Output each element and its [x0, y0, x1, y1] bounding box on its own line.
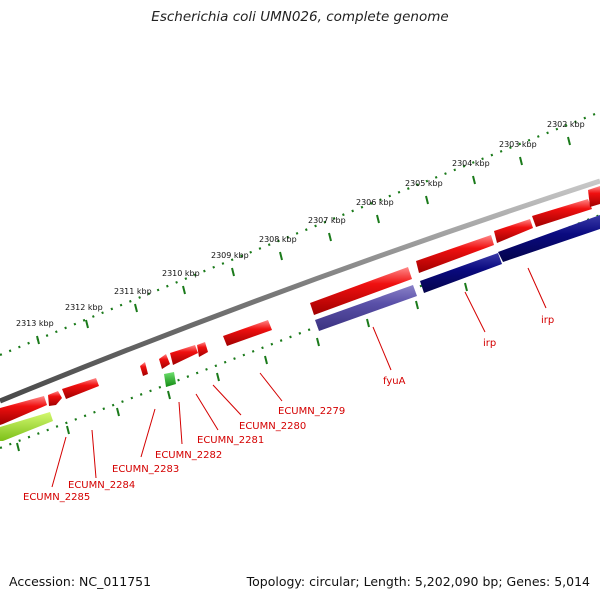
inner-major-ticks — [16, 228, 568, 452]
kbp-label: 2309 kbp — [211, 251, 249, 260]
kbp-label: 2313 kbp — [16, 319, 54, 328]
cds-forward-8 — [223, 320, 272, 346]
forward-strand-features — [0, 186, 600, 425]
major-tick — [85, 319, 89, 329]
gene-label: ECUMN_2284 — [68, 480, 135, 491]
cds-forward-10 — [416, 235, 494, 273]
major-tick — [415, 300, 419, 310]
kbp-label: 2311 kbp — [114, 287, 152, 296]
accession-text: Accession: NC_011751 — [9, 574, 152, 589]
cds-forward-9 — [310, 267, 412, 315]
major-tick — [231, 267, 235, 277]
kbp-label: 2305 kbp — [405, 179, 443, 188]
reverse-strand-features — [0, 215, 600, 441]
green-feature — [164, 372, 176, 387]
gene-label: irp — [541, 315, 554, 326]
gene-labels: irp irp fyuA ECUMN_2279 ECUMN_2280 ECUMN_2281… — [23, 315, 554, 503]
major-tick — [134, 303, 138, 313]
kbp-label: 2312 kbp — [65, 303, 103, 312]
cds-forward-7 — [197, 342, 208, 357]
outer-major-ticks — [36, 136, 571, 345]
kbp-label: 2310 kbp — [162, 269, 200, 278]
major-tick — [376, 214, 380, 224]
major-tick — [328, 232, 332, 242]
kbp-label: 2302 kbp — [547, 120, 585, 129]
major-tick — [279, 251, 283, 261]
cds-reverse-fyuA — [315, 285, 417, 331]
genome-backbone — [0, 178, 600, 404]
major-tick — [316, 337, 320, 347]
cds-forward-13 — [588, 186, 600, 207]
lime-feature — [0, 412, 53, 441]
inner-tick-track — [0, 213, 600, 450]
cds-forward-4 — [140, 362, 148, 376]
major-tick — [16, 442, 20, 452]
major-tick — [425, 195, 429, 205]
cds-forward-6 — [170, 345, 198, 365]
gene-label: ECUMN_2283 — [112, 464, 179, 475]
kbp-label: 2308 kbp — [259, 235, 297, 244]
gene-label: fyuA — [383, 376, 406, 387]
cds-forward-12 — [532, 199, 592, 227]
major-tick — [66, 425, 70, 435]
gene-label: ECUMN_2281 — [197, 435, 264, 446]
kbp-label: 2303 kbp — [499, 140, 537, 149]
gene-label: ECUMN_2285 — [23, 492, 90, 503]
kbp-label: 2306 kbp — [356, 198, 394, 207]
cds-forward-2 — [48, 391, 62, 406]
cds-reverse-irp-1 — [420, 253, 502, 293]
gene-label: ECUMN_2279 — [278, 406, 345, 417]
major-tick — [116, 407, 120, 417]
major-tick — [366, 318, 370, 328]
gene-label: irp — [483, 338, 496, 349]
major-tick — [567, 136, 571, 146]
major-tick — [472, 175, 476, 185]
major-tick — [216, 372, 220, 382]
kbp-scale-labels: 2302 kbp 2303 kbp 2304 kbp 2305 kbp 2306 kbp… — [16, 120, 585, 328]
label-leader-lines — [51, 267, 547, 488]
major-tick — [519, 156, 523, 166]
cds-forward-1 — [0, 396, 47, 425]
major-tick — [167, 390, 171, 400]
cds-forward-11 — [494, 219, 533, 243]
gene-label: ECUMN_2280 — [239, 421, 306, 432]
major-tick — [464, 282, 468, 292]
cds-forward-5 — [159, 354, 170, 369]
major-tick — [36, 335, 40, 345]
major-tick — [264, 355, 268, 365]
kbp-label: 2304 kbp — [452, 159, 490, 168]
map-title: Escherichia coli UMN026, complete genome — [151, 9, 449, 25]
gene-label: ECUMN_2282 — [155, 450, 222, 461]
cds-reverse-irp-2 — [498, 215, 600, 262]
major-tick — [182, 285, 186, 295]
genome-summary-text: Topology: circular; Length: 5,202,090 bp… — [246, 574, 590, 589]
kbp-label: 2307 kbp — [308, 216, 346, 225]
cds-forward-3 — [62, 378, 99, 399]
